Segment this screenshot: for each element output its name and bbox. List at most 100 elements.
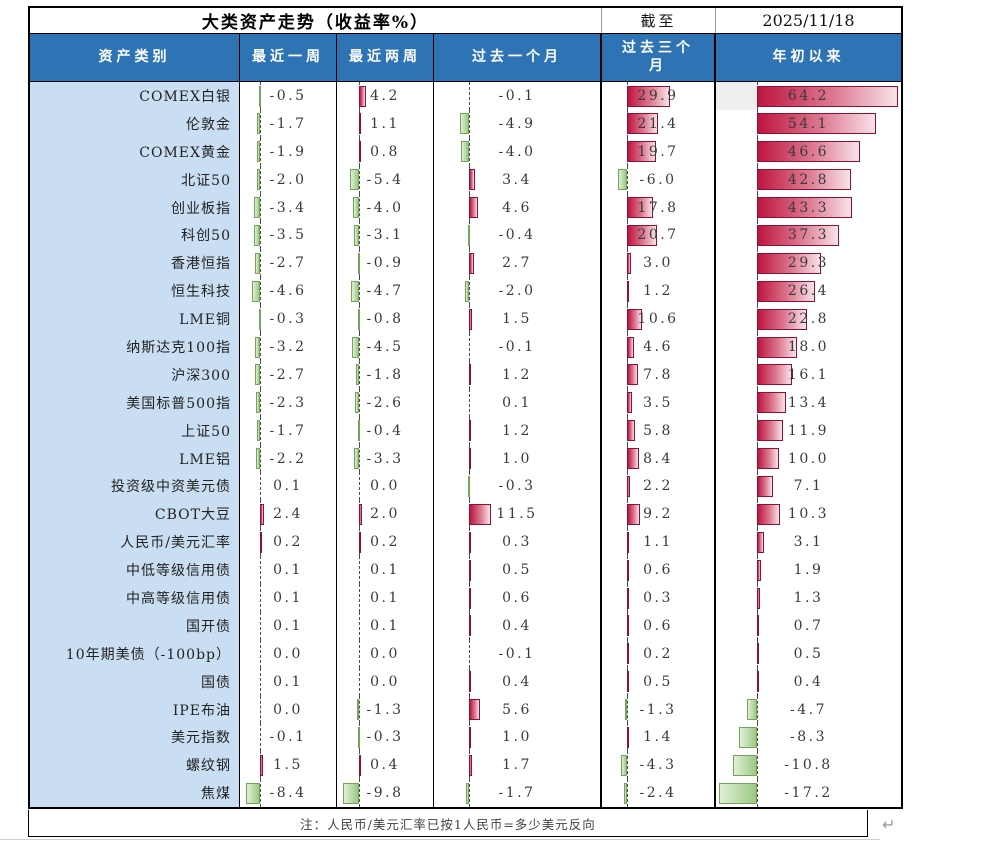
value-text: -2.6 <box>366 394 404 411</box>
value-cell: 1.2 <box>602 277 716 306</box>
value-cell: -3.1 <box>337 221 434 250</box>
value-cell: 1.3 <box>716 584 901 612</box>
value-text: -0.1 <box>498 87 536 104</box>
negative-data-bar <box>353 448 359 470</box>
positive-data-bar <box>757 336 797 358</box>
value-text: -0.5 <box>269 87 307 104</box>
asset-name: 伦敦金 <box>30 109 240 138</box>
value-text: 0.3 <box>502 534 532 551</box>
positive-data-bar <box>757 364 793 386</box>
zero-axis-line <box>260 277 261 306</box>
zero-axis-line <box>359 333 360 361</box>
negative-data-bar <box>620 754 627 776</box>
positive-data-bar <box>469 559 471 581</box>
zero-axis-line <box>359 584 360 612</box>
value-cell: 2.4 <box>240 500 337 529</box>
positive-data-bar <box>627 252 632 274</box>
value-text: 0.0 <box>370 645 400 662</box>
value-text: 10.6 <box>637 311 679 328</box>
value-text: 64.2 <box>787 87 830 104</box>
value-cell: -1.3 <box>337 695 434 724</box>
zero-axis-line <box>359 221 360 250</box>
zero-axis-line <box>359 249 360 278</box>
zero-axis-line <box>469 277 470 306</box>
value-text: -8.3 <box>790 729 827 746</box>
asset-name: 中高等级信用债 <box>30 584 240 612</box>
asset-name: 创业板指 <box>30 193 240 222</box>
header-week2: 最近两周 <box>337 34 434 81</box>
value-cell: 0.0 <box>337 667 434 696</box>
positive-data-bar <box>757 169 852 191</box>
value-text: -0.3 <box>366 729 404 746</box>
value-text: -0.4 <box>498 227 536 244</box>
value-cell: 7.1 <box>716 472 901 501</box>
zero-axis-line <box>359 611 360 640</box>
value-cell: -0.1 <box>434 333 602 361</box>
zero-axis-line <box>260 193 261 222</box>
positive-data-bar <box>469 503 491 525</box>
value-text: 0.1 <box>273 562 303 579</box>
negative-data-bar <box>354 392 359 414</box>
positive-data-bar <box>757 448 779 470</box>
asset-name: 北证50 <box>30 165 240 194</box>
value-text: 0.2 <box>643 645 673 662</box>
positive-data-bar <box>627 308 643 330</box>
zero-axis-line <box>359 695 360 724</box>
value-cell: 0.6 <box>602 611 716 640</box>
value-text: 0.0 <box>273 645 303 662</box>
negative-data-bar <box>350 169 359 191</box>
value-cell: -0.5 <box>240 82 337 110</box>
value-cell: 0.1 <box>240 584 337 612</box>
value-cell: -0.1 <box>240 723 337 752</box>
positive-data-bar <box>627 420 636 442</box>
negative-data-bar <box>343 782 359 804</box>
value-text: 1.7 <box>502 757 532 774</box>
value-text: -1.7 <box>498 785 536 802</box>
value-text: 0.1 <box>273 673 303 690</box>
value-text: -8.4 <box>269 785 307 802</box>
value-cell: 0.3 <box>602 584 716 612</box>
value-cell: 3.4 <box>434 165 602 194</box>
value-cell: -0.3 <box>434 472 602 501</box>
value-text: 9.2 <box>643 506 673 523</box>
value-cell: -4.9 <box>434 109 602 138</box>
positive-data-bar <box>469 252 475 274</box>
positive-data-bar <box>757 113 877 135</box>
value-text: 0.0 <box>370 673 400 690</box>
asset-name: 美元指数 <box>30 723 240 752</box>
value-text: 11.5 <box>496 506 538 523</box>
value-cell: -3.4 <box>240 193 337 222</box>
value-cell: -2.3 <box>240 388 337 417</box>
asset-name: 螺纹钢 <box>30 751 240 780</box>
value-text: 0.1 <box>273 589 303 606</box>
value-cell: 0.1 <box>337 556 434 585</box>
asset-name: 纳斯达克100指 <box>30 333 240 361</box>
zero-axis-line <box>359 165 360 194</box>
asset-name: CBOT大豆 <box>30 500 240 529</box>
value-text: 2.2 <box>643 478 673 495</box>
positive-data-bar <box>469 364 472 386</box>
value-text: 7.1 <box>793 478 824 495</box>
paragraph-return-icon: ↵ <box>882 815 896 834</box>
value-cell: 21.4 <box>602 109 716 138</box>
value-text: 29.9 <box>637 87 679 104</box>
value-text: 7.8 <box>643 366 673 383</box>
value-text: -2.7 <box>269 255 307 272</box>
value-text: 0.2 <box>273 534 303 551</box>
value-text: 0.8 <box>370 143 400 160</box>
value-text: 5.6 <box>502 701 532 718</box>
value-cell: -4.3 <box>602 751 716 780</box>
asset-name: LME铜 <box>30 305 240 334</box>
positive-data-bar <box>757 615 759 637</box>
value-cell: 5.8 <box>602 416 716 445</box>
value-cell: 0.4 <box>337 751 434 780</box>
value-text: 4.6 <box>502 199 532 216</box>
negative-data-bar <box>352 197 359 219</box>
value-text: -1.8 <box>366 366 404 383</box>
positive-data-bar <box>469 169 476 191</box>
footnote-text: 注：人民币/美元汇率已按1人民币=多少美元反向 <box>300 816 596 832</box>
value-text: 1.2 <box>502 366 532 383</box>
value-cell: 1.9 <box>716 556 901 585</box>
positive-data-bar <box>757 559 762 581</box>
value-cell: 1.2 <box>434 416 602 445</box>
